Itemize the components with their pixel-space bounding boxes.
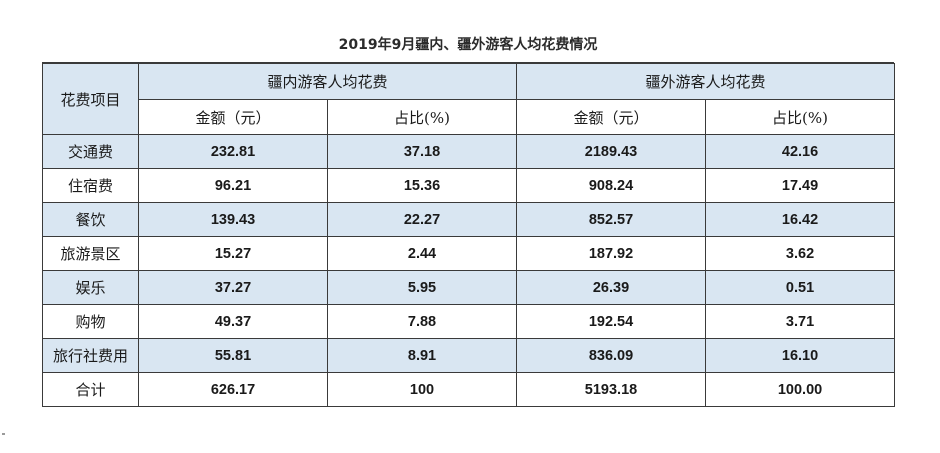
row-label: 交通费 <box>42 134 139 169</box>
subheader-domestic-amount: 金额（元） <box>138 99 328 135</box>
table-row: 旅游景区 15.27 2.44 187.92 3.62 <box>42 236 896 271</box>
cell-external-amount: 908.24 <box>516 168 707 203</box>
row-label: 娱乐 <box>42 270 139 305</box>
table-row: 住宿费 96.21 15.36 908.24 17.49 <box>42 168 896 203</box>
row-label: 住宿费 <box>42 168 139 203</box>
row-label: 合计 <box>42 372 139 407</box>
subheader-external-amount: 金额（元） <box>516 99 707 135</box>
spending-table-panel: 2019年9月疆内、疆外游客人均花费情况 花费项目 疆内游客人均花费 疆外游客人… <box>42 28 896 407</box>
header-row-groups: 花费项目 疆内游客人均花费 疆外游客人均花费 <box>42 63 896 135</box>
group-header-external: 疆外游客人均花费 <box>516 63 896 100</box>
cell-external-share: 100.00 <box>705 372 896 407</box>
cell-domestic-amount: 15.27 <box>138 236 328 271</box>
cell-external-amount: 26.39 <box>516 270 707 305</box>
subheader-external-share: 占比(%) <box>705 99 896 135</box>
table-row: 交通费 232.81 37.18 2189.43 42.16 <box>42 134 896 169</box>
cell-domestic-share: 22.27 <box>326 202 518 237</box>
cell-domestic-amount: 139.43 <box>138 202 328 237</box>
row-label: 购物 <box>42 304 139 339</box>
cell-domestic-share: 37.18 <box>326 134 518 169</box>
row-label: 旅游景区 <box>42 236 139 271</box>
cell-external-amount: 836.09 <box>516 338 707 373</box>
cell-domestic-amount: 626.17 <box>138 372 328 407</box>
subheader-domestic-share: 占比(%) <box>326 99 518 135</box>
cell-domestic-share: 8.91 <box>326 338 518 373</box>
cell-external-share: 42.16 <box>705 134 896 169</box>
cell-external-share: 16.42 <box>705 202 896 237</box>
cell-domestic-amount: 37.27 <box>138 270 328 305</box>
table-title: 2019年9月疆内、疆外游客人均花费情况 <box>42 28 894 63</box>
item-header: 花费项目 <box>42 63 139 135</box>
table-row: 购物 49.37 7.88 192.54 3.71 <box>42 304 896 339</box>
table-row: 旅行社费用 55.81 8.91 836.09 16.10 <box>42 338 896 373</box>
cell-domestic-share: 15.36 <box>326 168 518 203</box>
cell-external-amount: 2189.43 <box>516 134 707 169</box>
cell-domestic-amount: 49.37 <box>138 304 328 339</box>
cell-external-amount: 187.92 <box>516 236 707 271</box>
table-row-total: 合计 626.17 100 5193.18 100.00 <box>42 372 896 407</box>
cell-external-share: 0.51 <box>705 270 896 305</box>
group-header-domestic: 疆内游客人均花费 <box>137 63 518 100</box>
cell-external-share: 16.10 <box>705 338 896 373</box>
table-row: 餐饮 139.43 22.27 852.57 16.42 <box>42 202 896 237</box>
row-label: 旅行社费用 <box>42 338 139 373</box>
cell-domestic-share: 100 <box>326 372 518 407</box>
cell-external-share: 3.62 <box>705 236 896 271</box>
cell-domestic-amount: 96.21 <box>138 168 328 203</box>
table-row: 娱乐 37.27 5.95 26.39 0.51 <box>42 270 896 305</box>
cell-domestic-share: 5.95 <box>326 270 518 305</box>
cell-domestic-amount: 55.81 <box>138 338 328 373</box>
row-label: 餐饮 <box>42 202 139 237</box>
cell-external-amount: 5193.18 <box>516 372 707 407</box>
cell-external-share: 3.71 <box>705 304 896 339</box>
header-row-subheaders: 金额（元） 占比(%) 金额（元） 占比(%) <box>43 99 896 135</box>
cell-domestic-amount: 232.81 <box>138 134 328 169</box>
cell-external-share: 17.49 <box>705 168 896 203</box>
spending-table: 花费项目 疆内游客人均花费 疆外游客人均花费 金额（元） 占比(%) 金额（元）… <box>42 63 896 407</box>
cell-domestic-share: 2.44 <box>326 236 518 271</box>
cell-external-amount: 852.57 <box>516 202 707 237</box>
corner-mark <box>2 433 5 435</box>
cell-domestic-share: 7.88 <box>326 304 518 339</box>
cell-external-amount: 192.54 <box>516 304 707 339</box>
